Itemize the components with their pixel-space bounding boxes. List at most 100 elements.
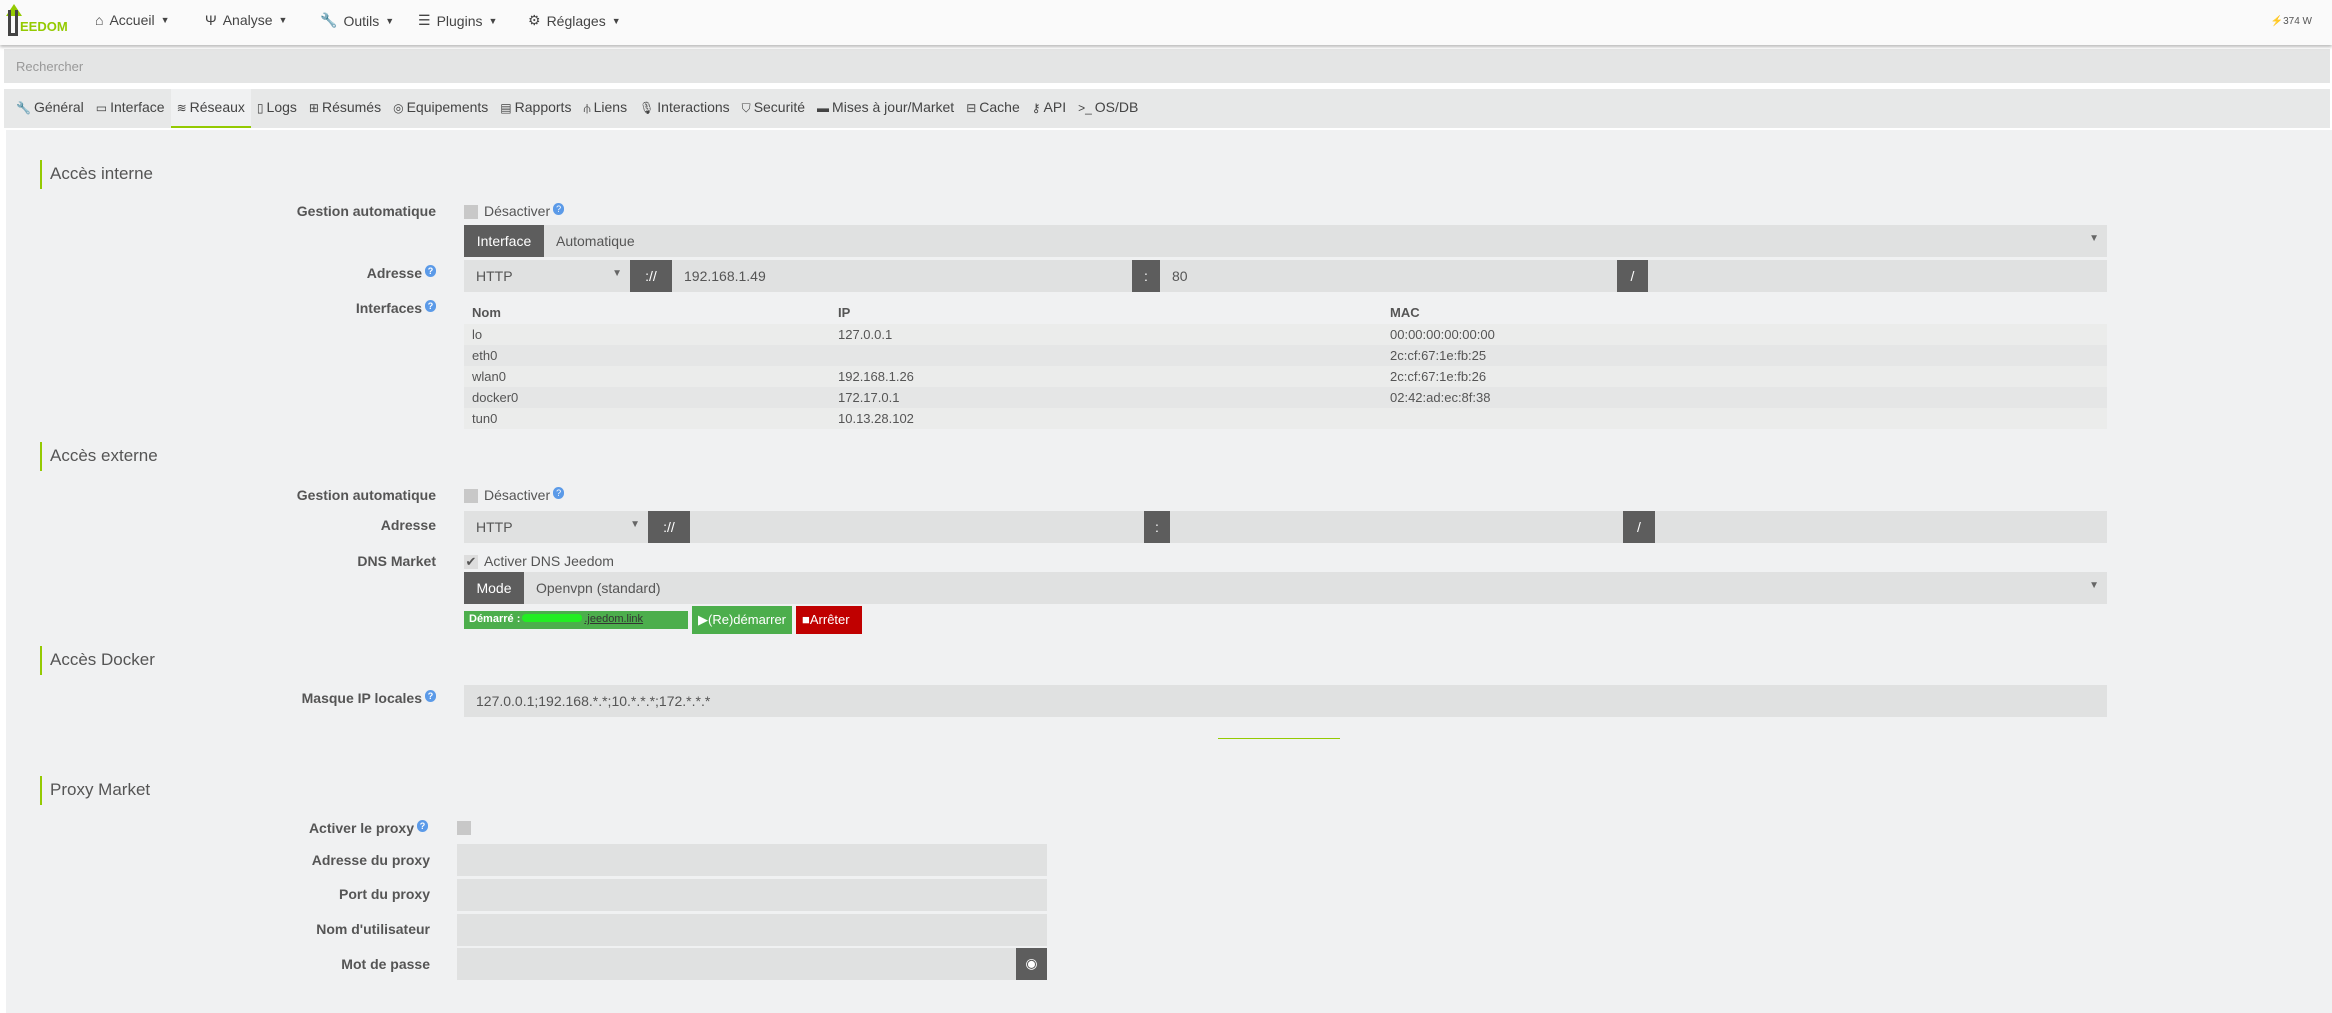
mask-input[interactable]: 127.0.0.1;192.168.*.*;10.*.*.*;172.*.*.*: [464, 685, 2107, 717]
tab-cache[interactable]: ⊟ Cache: [966, 99, 1020, 115]
hdd-icon: ⊟: [966, 101, 977, 115]
jeedom-logo[interactable]: EEDOM: [6, 4, 72, 38]
table-row: lo 127.0.0.1 00:00:00:00:00:00: [464, 324, 2107, 345]
proxy-port-input[interactable]: [457, 879, 1047, 911]
port-input[interactable]: [1170, 511, 1623, 543]
auto-label: Gestion automatique: [296, 487, 436, 503]
restart-button[interactable]: ▶(Re)démarrer: [692, 606, 792, 634]
separator: :: [1132, 260, 1160, 292]
caret-icon: ▼: [2089, 580, 2099, 591]
host-input[interactable]: [690, 511, 1144, 543]
table-row: tun0 10.13.28.102: [464, 408, 2107, 429]
help-icon: ?: [417, 820, 428, 832]
proxy-password-input[interactable]: [457, 948, 1016, 980]
status-badge: Démarré : .jeedom.link: [464, 611, 688, 629]
show-password-button[interactable]: ◉: [1016, 948, 1047, 980]
interface-select[interactable]: Automatique ▼: [544, 225, 2107, 257]
help-icon: ?: [553, 487, 565, 499]
table-row: wlan0 192.168.1.26 2c:cf:67:1e:fb:26: [464, 366, 2107, 387]
tab-equipements[interactable]: ◎ Equipements: [393, 99, 489, 115]
stop-button[interactable]: ■Arrêter: [796, 606, 862, 634]
proxy-address-label: Adresse du proxy: [311, 852, 430, 868]
gear-icon: ⚙: [528, 12, 541, 28]
tab-interface[interactable]: ▭ Interface: [95, 99, 165, 115]
interfaces-label: Interfaces?: [0, 300, 436, 316]
tab-osdb[interactable]: >_ OS/DB: [1078, 99, 1139, 115]
proxy-password-label: Mot de passe: [341, 956, 430, 972]
help-icon: ?: [425, 265, 436, 277]
ip-input[interactable]: 192.168.1.49: [672, 260, 1132, 292]
bolt-icon: ⚡: [2270, 16, 2284, 27]
separator: ://: [648, 511, 690, 543]
sitemap-icon: ⫛: [583, 101, 591, 115]
caret-icon: ▼: [385, 15, 395, 26]
tab-general[interactable]: 🔧 Général: [16, 99, 84, 115]
tab-logs[interactable]: ▯ Logs: [256, 99, 297, 115]
caret-icon: ▼: [488, 15, 498, 26]
section-title: Accès interne: [40, 160, 153, 189]
section-title: Proxy Market: [40, 776, 150, 805]
wrench-icon: 🔧: [16, 101, 31, 115]
menu-accueil[interactable]: ⌂ Accueil ▼: [95, 12, 170, 28]
menu-plugins[interactable]: ☰ Plugins ▼: [418, 12, 498, 29]
help-icon: ?: [425, 690, 436, 702]
mode-select[interactable]: Openvpn (standard) ▼: [524, 572, 2107, 604]
tasks-icon: ☰: [418, 12, 431, 28]
menu-outils[interactable]: 🔧 Outils ▼: [320, 12, 395, 29]
caret-icon: ▼: [611, 15, 621, 26]
wrench-icon: 🔧: [320, 12, 338, 28]
tab-resumes[interactable]: ⊞ Résumés: [308, 99, 382, 115]
tab-liens[interactable]: ⫛ Liens: [583, 99, 628, 115]
equipment-icon: ◎: [393, 101, 404, 115]
tab-reseaux[interactable]: ≋ Réseaux: [170, 89, 251, 128]
menu-analyse[interactable]: Ψ Analyse ▼: [205, 12, 288, 28]
caret-icon: ▼: [630, 519, 640, 530]
section-title: Accès Docker: [40, 646, 155, 675]
tab-interactions[interactable]: 🎙 Interactions: [639, 99, 730, 115]
interface-button: Interface: [464, 225, 544, 257]
search-input[interactable]: Rechercher: [4, 49, 2330, 83]
microphone-icon: 🎙: [639, 101, 655, 115]
divider: [1218, 738, 1340, 739]
tab-api[interactable]: ⚷ API: [1031, 99, 1067, 115]
power-consumption: ⚡374 W: [2270, 16, 2312, 27]
stop-icon: ■: [802, 612, 810, 627]
tab-rapports[interactable]: ▤ Rapports: [500, 99, 572, 115]
file-icon: ▯: [256, 101, 264, 115]
external-disable-checkbox[interactable]: Désactiver?: [464, 487, 565, 504]
dns-link[interactable]: .jeedom.link: [584, 613, 644, 625]
dns-label: DNS Market: [357, 553, 436, 569]
tab-mises-a-jour[interactable]: ▬ Mises à jour/Market: [817, 99, 955, 115]
play-icon: ▶: [698, 612, 708, 627]
dns-checkbox[interactable]: ✔ Activer DNS Jeedom: [464, 553, 614, 570]
key-icon: ⚷: [1031, 101, 1041, 115]
auto-label: Gestion automatique: [296, 203, 436, 219]
proxy-port-label: Port du proxy: [338, 886, 430, 902]
credit-card-icon: ▬: [817, 101, 830, 115]
mode-button: Mode: [464, 572, 524, 604]
help-icon: ?: [553, 203, 565, 215]
proxy-address-input[interactable]: [457, 844, 1047, 876]
table-row: eth0 2c:cf:67:1e:fb:25: [464, 345, 2107, 366]
protocol-select[interactable]: HTTP ▼: [464, 511, 648, 543]
eye-icon: ◉: [1025, 955, 1038, 971]
check-icon: ✔: [464, 554, 478, 570]
separator: :: [1144, 511, 1170, 543]
internal-disable-checkbox[interactable]: Désactiver?: [464, 203, 565, 220]
port-input[interactable]: 80: [1160, 260, 1617, 292]
tab-securite[interactable]: ⛉ Securité: [741, 99, 806, 115]
menu-reglages[interactable]: ⚙ Réglages ▼: [528, 12, 621, 29]
shield-icon: ⛉: [741, 101, 751, 115]
address-label: Adresse: [380, 517, 436, 533]
proxy-user-input[interactable]: [457, 914, 1047, 946]
proxy-enable-checkbox[interactable]: [457, 821, 471, 835]
laptop-icon: ▭: [95, 101, 108, 115]
mask-label: Masque IP locales?: [0, 690, 436, 706]
proxy-user-label: Nom d'utilisateur: [316, 921, 430, 937]
path-input[interactable]: [1655, 511, 2107, 543]
path-input[interactable]: [1648, 260, 2107, 292]
tab-bar: 🔧 Général ▭ Interface ≋ Réseaux ▯ Logs ⊞ Résu…: [4, 89, 2330, 128]
protocol-select[interactable]: HTTP ▼: [464, 260, 630, 292]
column-header: MAC: [1390, 304, 1420, 320]
caret-icon: ▼: [278, 15, 288, 25]
